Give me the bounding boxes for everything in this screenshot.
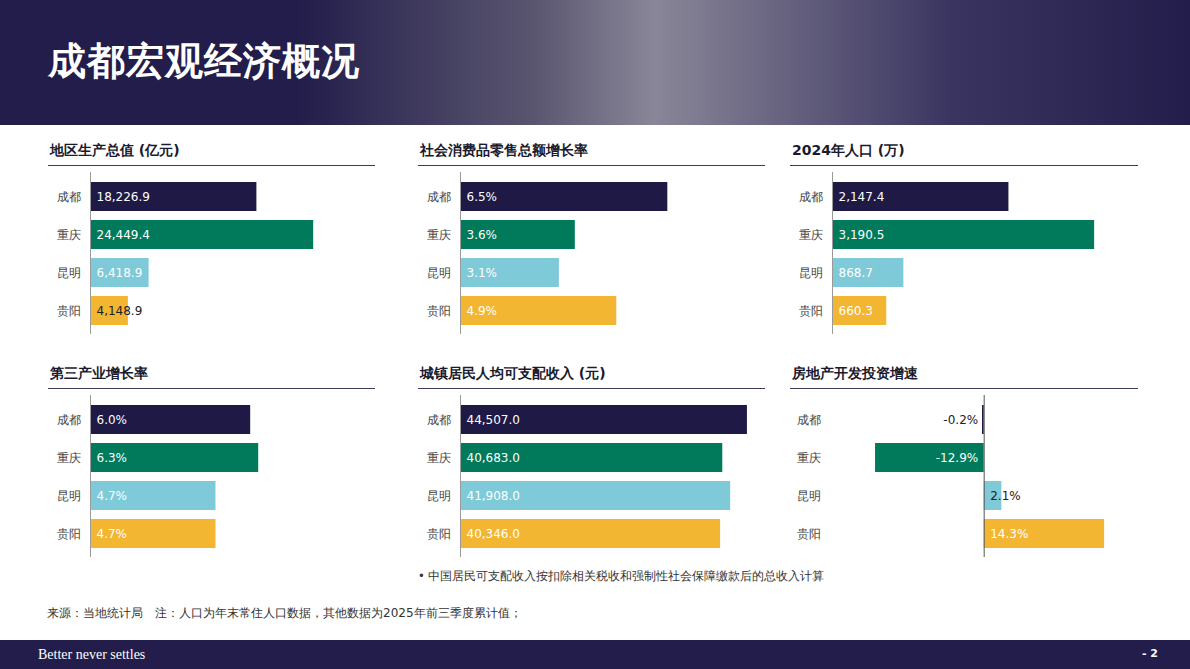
svg-text:40,683.0: 40,683.0: [467, 451, 520, 465]
svg-text:6.5%: 6.5%: [467, 190, 498, 204]
svg-text:昆明: 昆明: [799, 266, 823, 280]
svg-text:4.7%: 4.7%: [97, 489, 128, 503]
svg-text:2,147.4: 2,147.4: [839, 190, 885, 204]
svg-text:成都: 成都: [799, 190, 823, 204]
svg-text:贵阳: 贵阳: [799, 304, 823, 318]
svg-text:868.7: 868.7: [839, 266, 873, 280]
svg-text:44,507.0: 44,507.0: [467, 413, 520, 427]
svg-text:18,226.9: 18,226.9: [97, 190, 150, 204]
svg-text:贵阳: 贵阳: [57, 527, 81, 541]
svg-text:4.7%: 4.7%: [97, 527, 128, 541]
svg-text:贵阳: 贵阳: [427, 304, 451, 318]
svg-text:贵阳: 贵阳: [57, 304, 81, 318]
svg-text:昆明: 昆明: [57, 489, 81, 503]
html-text:Better never settles: Better never settles: [38, 647, 146, 662]
svg-text:2.1%: 2.1%: [990, 489, 1021, 503]
html-text:城镇居民人均可支配收入 (元): 城镇居民人均可支配收入 (元): [420, 365, 606, 381]
html-text:- 2: - 2: [1141, 647, 1158, 660]
svg-text:3.6%: 3.6%: [467, 228, 498, 242]
svg-text:41,908.0: 41,908.0: [467, 489, 520, 503]
svg-text:重庆: 重庆: [57, 451, 81, 465]
svg-text:重庆: 重庆: [427, 451, 451, 465]
svg-text:重庆: 重庆: [57, 228, 81, 242]
html-text:地区生产总值 (亿元): 地区生产总值 (亿元): [50, 142, 180, 158]
html-text:来源：当地统计局 注：人口为年末常住人口数据，其他数据为20: 来源：当地统计局 注：人口为年末常住人口数据，其他数据为2025年前三季度累计值…: [47, 606, 522, 620]
svg-text:4,148.9: 4,148.9: [97, 304, 143, 318]
svg-text:3,190.5: 3,190.5: [839, 228, 885, 242]
svg-text:成都: 成都: [427, 190, 451, 204]
svg-text:-12.9%: -12.9%: [936, 451, 978, 465]
svg-text:昆明: 昆明: [57, 266, 81, 280]
svg-text:成都: 成都: [797, 413, 821, 427]
svg-text:660.3: 660.3: [839, 304, 873, 318]
html-text:成都宏观经济概况: 成都宏观经济概况: [48, 39, 360, 83]
svg-text:6,418.9: 6,418.9: [97, 266, 143, 280]
svg-text:贵阳: 贵阳: [797, 527, 821, 541]
svg-text:40,346.0: 40,346.0: [467, 527, 520, 541]
svg-text:3.1%: 3.1%: [467, 266, 498, 280]
svg-text:重庆: 重庆: [799, 228, 823, 242]
svg-text:重庆: 重庆: [797, 451, 821, 465]
svg-text:重庆: 重庆: [427, 228, 451, 242]
html-text:• 中国居民可支配收入按扣除相关税收和强制性社会保障缴款后的: • 中国居民可支配收入按扣除相关税收和强制性社会保障缴款后的总收入计算: [418, 569, 825, 583]
svg-text:成都: 成都: [57, 190, 81, 204]
svg-text:24,449.4: 24,449.4: [97, 228, 150, 242]
html-text:房地产开发投资增速: 房地产开发投资增速: [792, 365, 918, 381]
svg-text:6.0%: 6.0%: [97, 413, 128, 427]
html-text:2024年人口 (万): 2024年人口 (万): [792, 142, 905, 158]
svg-text:-0.2%: -0.2%: [943, 413, 978, 427]
svg-text:昆明: 昆明: [427, 489, 451, 503]
svg-text:4.9%: 4.9%: [467, 304, 498, 318]
html-text:第三产业增长率: 第三产业增长率: [50, 365, 148, 381]
html-text:社会消费品零售总额增长率: 社会消费品零售总额增长率: [420, 142, 588, 158]
svg-text:6.3%: 6.3%: [97, 451, 128, 465]
svg-text:昆明: 昆明: [427, 266, 451, 280]
svg-text:贵阳: 贵阳: [427, 527, 451, 541]
svg-text:昆明: 昆明: [797, 489, 821, 503]
svg-text:14.3%: 14.3%: [990, 527, 1028, 541]
svg-text:成都: 成都: [57, 413, 81, 427]
svg-text:成都: 成都: [427, 413, 451, 427]
